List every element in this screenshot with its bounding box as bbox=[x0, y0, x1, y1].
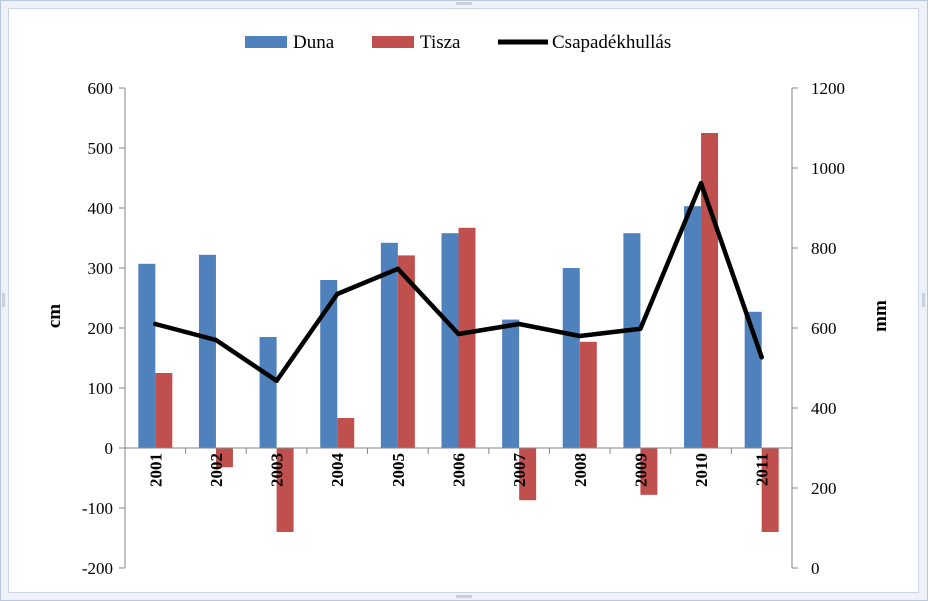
labels-group: 6005004003002001000-100-2001200100080060… bbox=[44, 79, 891, 578]
y-tick-label-left: 100 bbox=[88, 379, 114, 398]
x-tick-label-2006: 2006 bbox=[450, 453, 469, 487]
bars-group bbox=[138, 133, 779, 532]
y-tick-label-left: -100 bbox=[82, 499, 113, 518]
y-tick-label-right: 400 bbox=[811, 399, 837, 418]
bar-duna-2003 bbox=[259, 337, 277, 448]
bar-tisza-2009 bbox=[640, 448, 658, 495]
y-tick-label-right: 1200 bbox=[811, 79, 845, 98]
x-tick-label-2011: 2011 bbox=[753, 453, 772, 486]
legend-label-2: Csapadékhullás bbox=[552, 32, 671, 53]
y-tick-label-right: 800 bbox=[811, 239, 837, 258]
x-tick-label-2010: 2010 bbox=[692, 453, 711, 487]
line-point-2003 bbox=[274, 378, 279, 383]
bar-tisza-2006 bbox=[458, 227, 476, 448]
bar-tisza-2002 bbox=[215, 448, 233, 468]
line-point-2010 bbox=[698, 181, 704, 186]
y-tick-label-right: 200 bbox=[811, 479, 837, 498]
legend-label-0: Duna bbox=[293, 32, 335, 53]
line-point-2007 bbox=[516, 321, 522, 327]
line-point-2008 bbox=[577, 333, 582, 339]
y-tick-label-left: -200 bbox=[82, 559, 113, 578]
y-axis-title-left: cm bbox=[44, 304, 65, 328]
bar-duna-2005 bbox=[380, 242, 398, 448]
line-series-group bbox=[153, 180, 764, 384]
y-tick-label-left: 600 bbox=[88, 79, 114, 98]
bar-tisza-2001 bbox=[155, 373, 173, 448]
y-tick-label-left: 500 bbox=[88, 139, 114, 158]
legend-swatch-tisza bbox=[372, 36, 414, 48]
y-axis-title-right: mm bbox=[870, 300, 891, 332]
resize-handle-right[interactable] bbox=[922, 293, 925, 307]
bar-tisza-2004 bbox=[337, 418, 355, 448]
x-tick-label-2005: 2005 bbox=[389, 453, 408, 487]
x-tick-label-2004: 2004 bbox=[328, 453, 347, 488]
resize-handle-left[interactable] bbox=[2, 293, 5, 307]
bar-duna-2006 bbox=[441, 233, 459, 448]
line-point-2006 bbox=[456, 331, 461, 337]
y-tick-label-right: 600 bbox=[811, 319, 837, 338]
line-point-2001 bbox=[153, 321, 158, 327]
bar-duna-2004 bbox=[320, 280, 338, 448]
bar-tisza-2011 bbox=[761, 448, 779, 532]
legend: Duna Tisza Csapadékhullás bbox=[245, 32, 671, 53]
line-point-2002 bbox=[213, 337, 219, 343]
line-point-2005 bbox=[395, 266, 401, 271]
x-tick-label-2009: 2009 bbox=[631, 453, 650, 487]
y-tick-label-left: 300 bbox=[88, 259, 114, 278]
bar-tisza-2010 bbox=[701, 133, 719, 448]
bar-duna-2009 bbox=[623, 233, 641, 448]
bar-tisza-2007 bbox=[519, 448, 537, 501]
resize-handle-top[interactable] bbox=[456, 2, 472, 5]
legend-label-1: Tisza bbox=[420, 32, 461, 53]
bar-duna-2010 bbox=[684, 206, 702, 448]
bar-duna-2001 bbox=[138, 263, 156, 448]
x-tick-label-2007: 2007 bbox=[510, 453, 529, 488]
y-tick-label-left: 0 bbox=[105, 439, 114, 458]
x-tick-label-2001: 2001 bbox=[146, 453, 165, 487]
bar-tisza-2003 bbox=[276, 448, 294, 532]
bar-duna-2007 bbox=[502, 319, 520, 448]
line-point-2004 bbox=[335, 291, 340, 297]
resize-handle-bottom[interactable] bbox=[456, 595, 472, 598]
bar-tisza-2005 bbox=[397, 255, 415, 448]
x-tick-label-2002: 2002 bbox=[207, 453, 226, 487]
legend-swatch-duna bbox=[245, 36, 287, 48]
y-tick-label-left: 200 bbox=[88, 319, 114, 338]
bar-duna-2002 bbox=[198, 254, 216, 448]
line-point-2009 bbox=[638, 326, 643, 331]
x-tick-label-2008: 2008 bbox=[571, 453, 590, 487]
y-tick-label-right: 1000 bbox=[811, 159, 845, 178]
y-tick-label-left: 400 bbox=[88, 199, 114, 218]
x-tick-label-2003: 2003 bbox=[268, 453, 287, 487]
axes-group bbox=[119, 87, 798, 569]
y-tick-label-right: 0 bbox=[811, 559, 820, 578]
bar-tisza-2008 bbox=[579, 341, 597, 448]
bar-duna-2008 bbox=[562, 268, 580, 448]
line-point-2011 bbox=[759, 355, 764, 360]
